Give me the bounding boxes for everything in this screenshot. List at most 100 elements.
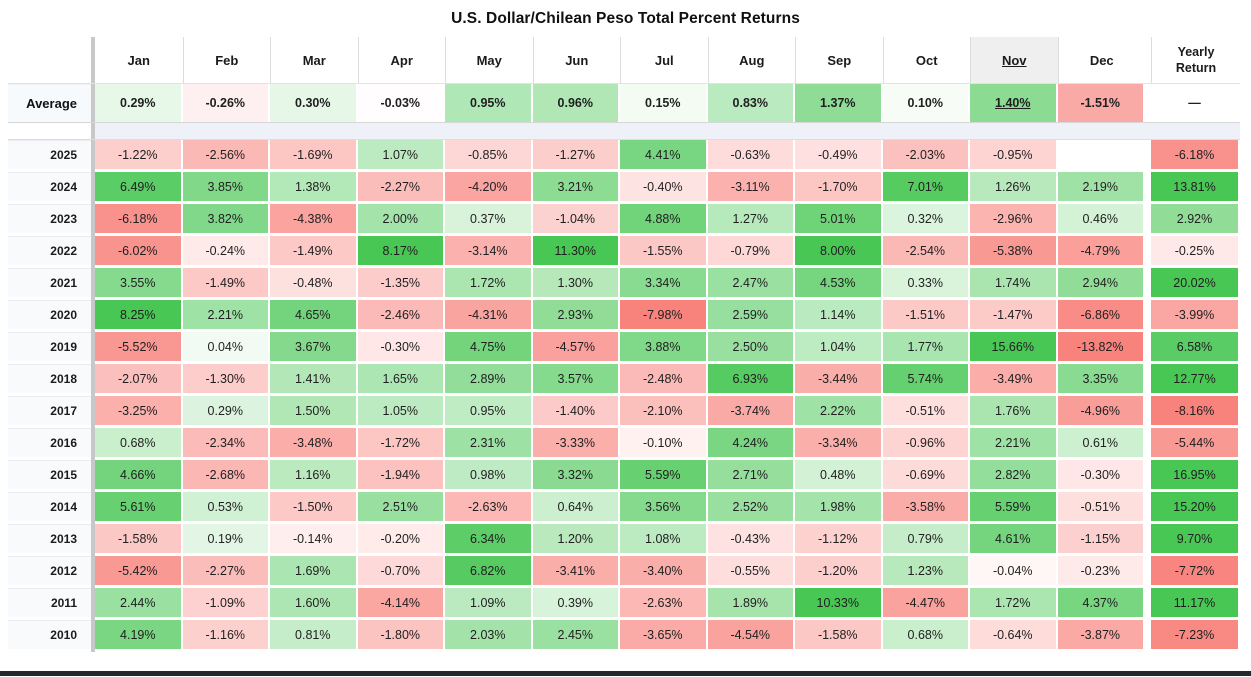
return-cell-2018-jun: 3.57% bbox=[532, 364, 620, 396]
column-header-mar[interactable]: Mar bbox=[270, 37, 358, 83]
column-header-yearly-return[interactable]: Yearly Return bbox=[1151, 37, 1240, 83]
return-cell-2010-apr: -1.80% bbox=[357, 620, 445, 652]
table-row: 2025 -1.22% -2.56% -1.69% 1.07% -0.85% -1.27% 4… bbox=[8, 140, 1240, 172]
return-cell-2011-aug: 1.89% bbox=[707, 588, 795, 620]
return-cell-2020-dec: -6.86% bbox=[1057, 300, 1145, 332]
return-cell-2022-mar: -1.49% bbox=[270, 236, 358, 268]
return-cell-2014-jun: 0.64% bbox=[532, 492, 620, 524]
return-cell-2020-mar: 4.65% bbox=[270, 300, 358, 332]
yearly-return-cell-2025: -6.18% bbox=[1151, 140, 1240, 172]
return-cell-2018-jan: -2.07% bbox=[95, 364, 183, 396]
yearly-return-cell-2015: 16.95% bbox=[1151, 460, 1240, 492]
return-cell-2025-nov: -0.95% bbox=[970, 140, 1058, 172]
return-cell-2023-jan: -6.18% bbox=[95, 204, 183, 236]
column-header-dec[interactable]: Dec bbox=[1057, 37, 1145, 83]
column-header-jan[interactable]: Jan bbox=[95, 37, 183, 83]
table-row: 2024 6.49% 3.85% 1.38% -2.27% -4.20% 3.21% -0.4… bbox=[8, 172, 1240, 204]
return-cell-2010-oct: 0.68% bbox=[882, 620, 970, 652]
return-cell-2014-jan: 5.61% bbox=[95, 492, 183, 524]
table-row: 2010 4.19% -1.16% 0.81% -1.80% 2.03% 2.45% -3.6… bbox=[8, 620, 1240, 652]
return-cell-2014-mar: -1.50% bbox=[270, 492, 358, 524]
return-cell-2025-jun: -1.27% bbox=[532, 140, 620, 172]
column-gap bbox=[1145, 396, 1151, 428]
return-cell-2012-jan: -5.42% bbox=[95, 556, 183, 588]
label-column-divider bbox=[91, 37, 95, 83]
page-title: U.S. Dollar/Chilean Peso Total Percent R… bbox=[451, 10, 800, 27]
yearly-return-cell-2011: 11.17% bbox=[1151, 588, 1240, 620]
yearly-return-cell-2019: 6.58% bbox=[1151, 332, 1240, 364]
row-label-2012: 2012 bbox=[8, 556, 91, 588]
return-cell-2012-feb: -2.27% bbox=[182, 556, 270, 588]
section-gap-band bbox=[95, 123, 1240, 139]
return-cell-2016-apr: -1.72% bbox=[357, 428, 445, 460]
return-cell-2017-aug: -3.74% bbox=[707, 396, 795, 428]
average-cell-may: 0.95% bbox=[445, 84, 533, 122]
return-cell-2018-may: 2.89% bbox=[445, 364, 533, 396]
return-cell-2019-jun: -4.57% bbox=[532, 332, 620, 364]
return-cell-2021-feb: -1.49% bbox=[182, 268, 270, 300]
return-cell-2017-jun: -1.40% bbox=[532, 396, 620, 428]
return-cell-2023-nov: -2.96% bbox=[970, 204, 1058, 236]
return-cell-2024-aug: -3.11% bbox=[707, 172, 795, 204]
yearly-return-cell-2010: -7.23% bbox=[1151, 620, 1240, 652]
return-cell-2015-jul: 5.59% bbox=[620, 460, 708, 492]
return-cell-2021-jun: 1.30% bbox=[532, 268, 620, 300]
return-cell-2016-aug: 4.24% bbox=[707, 428, 795, 460]
return-cell-2019-may: 4.75% bbox=[445, 332, 533, 364]
return-cell-2013-mar: -0.14% bbox=[270, 524, 358, 556]
average-cell-jan: 0.29% bbox=[95, 84, 183, 122]
column-gap bbox=[1145, 236, 1151, 268]
row-label-2023: 2023 bbox=[8, 204, 91, 236]
return-cell-2021-apr: -1.35% bbox=[357, 268, 445, 300]
return-cell-2018-apr: 1.65% bbox=[357, 364, 445, 396]
return-cell-2011-sep: 10.33% bbox=[795, 588, 883, 620]
return-cell-2016-nov: 2.21% bbox=[970, 428, 1058, 460]
return-cell-2022-feb: -0.24% bbox=[182, 236, 270, 268]
column-header-nov[interactable]: Nov bbox=[970, 37, 1058, 83]
return-cell-2017-nov: 1.76% bbox=[970, 396, 1058, 428]
column-gap bbox=[1145, 204, 1151, 236]
column-header-feb[interactable]: Feb bbox=[182, 37, 270, 83]
return-cell-2016-jul: -0.10% bbox=[620, 428, 708, 460]
return-cell-2012-oct: 1.23% bbox=[882, 556, 970, 588]
return-cell-2023-may: 0.37% bbox=[445, 204, 533, 236]
return-cell-2013-jun: 1.20% bbox=[532, 524, 620, 556]
return-cell-2012-jun: -3.41% bbox=[532, 556, 620, 588]
return-cell-2022-may: -3.14% bbox=[445, 236, 533, 268]
yearly-return-cell-2013: 9.70% bbox=[1151, 524, 1240, 556]
column-header-apr[interactable]: Apr bbox=[357, 37, 445, 83]
return-cell-2010-aug: -4.54% bbox=[707, 620, 795, 652]
column-gap bbox=[1145, 556, 1151, 588]
column-header-jun[interactable]: Jun bbox=[532, 37, 620, 83]
return-cell-2015-nov: 2.82% bbox=[970, 460, 1058, 492]
column-header-may[interactable]: May bbox=[445, 37, 533, 83]
average-cell-dec: -1.51% bbox=[1057, 84, 1145, 122]
column-header-oct[interactable]: Oct bbox=[882, 37, 970, 83]
label-column-divider bbox=[91, 84, 95, 122]
return-cell-2015-jan: 4.66% bbox=[95, 460, 183, 492]
row-label-2018: 2018 bbox=[8, 364, 91, 396]
column-gap bbox=[1145, 268, 1151, 300]
column-header-aug[interactable]: Aug bbox=[707, 37, 795, 83]
return-cell-2014-sep: 1.98% bbox=[795, 492, 883, 524]
average-row-label: Average bbox=[8, 84, 91, 122]
yearly-return-cell-2020: -3.99% bbox=[1151, 300, 1240, 332]
table-row: 2021 3.55% -1.49% -0.48% -1.35% 1.72% 1.30% 3.3… bbox=[8, 268, 1240, 300]
yearly-return-cell-2021: 20.02% bbox=[1151, 268, 1240, 300]
return-cell-2014-may: -2.63% bbox=[445, 492, 533, 524]
return-cell-2025-sep: -0.49% bbox=[795, 140, 883, 172]
return-cell-2020-jul: -7.98% bbox=[620, 300, 708, 332]
return-cell-2017-jan: -3.25% bbox=[95, 396, 183, 428]
return-cell-2022-aug: -0.79% bbox=[707, 236, 795, 268]
column-gap bbox=[1145, 588, 1151, 620]
return-cell-2021-nov: 1.74% bbox=[970, 268, 1058, 300]
return-cell-2017-oct: -0.51% bbox=[882, 396, 970, 428]
return-cell-2025-aug: -0.63% bbox=[707, 140, 795, 172]
table-row: 2017 -3.25% 0.29% 1.50% 1.05% 0.95% -1.40% -2.1… bbox=[8, 396, 1240, 428]
label-column-divider bbox=[91, 428, 95, 460]
return-cell-2018-dec: 3.35% bbox=[1057, 364, 1145, 396]
return-cell-2023-jun: -1.04% bbox=[532, 204, 620, 236]
column-header-jul[interactable]: Jul bbox=[620, 37, 708, 83]
column-header-sep[interactable]: Sep bbox=[795, 37, 883, 83]
label-column-divider bbox=[91, 492, 95, 524]
